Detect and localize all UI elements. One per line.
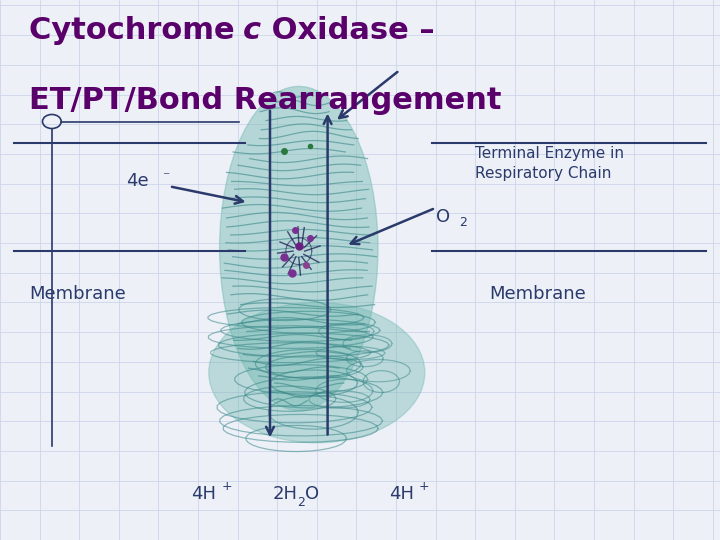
Text: Terminal Enzyme in
Respiratory Chain: Terminal Enzyme in Respiratory Chain xyxy=(475,146,624,180)
Text: Membrane: Membrane xyxy=(29,285,125,303)
Text: 2: 2 xyxy=(297,496,305,509)
Text: Oxidase –: Oxidase – xyxy=(261,16,434,45)
Text: c: c xyxy=(243,16,261,45)
Ellipse shape xyxy=(220,86,378,410)
Text: +: + xyxy=(222,480,233,492)
Text: 4e: 4e xyxy=(126,172,148,190)
Text: Cytochrome: Cytochrome xyxy=(29,16,245,45)
Text: +: + xyxy=(419,480,430,492)
Text: 4H: 4H xyxy=(389,485,414,503)
Text: ET/PT/Bond Rearrangement: ET/PT/Bond Rearrangement xyxy=(29,86,501,116)
Ellipse shape xyxy=(209,302,425,443)
Text: 4H: 4H xyxy=(191,485,216,503)
Text: ⁻: ⁻ xyxy=(162,170,169,184)
Text: Membrane: Membrane xyxy=(490,285,586,303)
Text: O: O xyxy=(305,485,319,503)
Text: O: O xyxy=(436,208,450,226)
Text: 2H: 2H xyxy=(272,485,297,503)
Text: 2: 2 xyxy=(459,216,467,229)
